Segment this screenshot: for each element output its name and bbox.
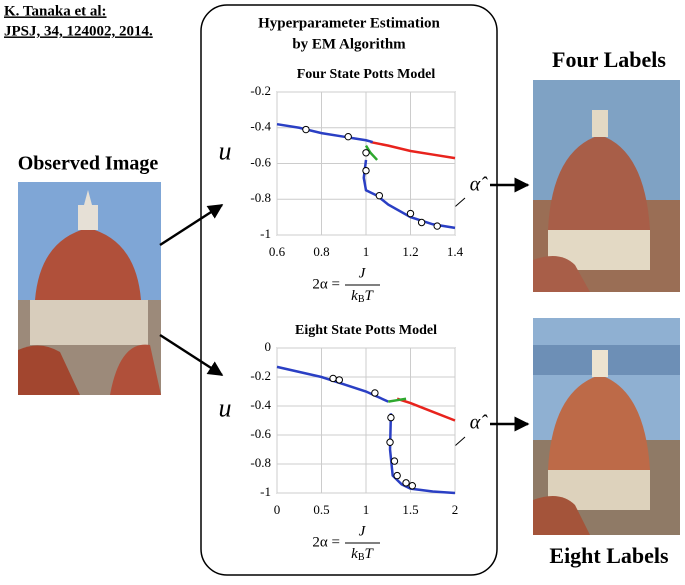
x-axis-label: T [365, 546, 375, 562]
annotation: α̂ [470, 412, 488, 434]
marker [376, 192, 382, 198]
marker [418, 219, 424, 225]
marker [363, 150, 369, 156]
y-tick-label: -0.4 [250, 397, 271, 412]
observed-label: Observed Image [18, 153, 159, 175]
y-tick-label: -0.8 [250, 455, 271, 470]
x-axis-label: J [359, 523, 367, 539]
four-label-image [533, 80, 680, 292]
chart-title: Eight State Potts Model [295, 323, 437, 338]
marker [363, 167, 369, 173]
x-tick-label: 1.4 [447, 244, 464, 259]
x-axis-label: kBT [351, 546, 374, 563]
x-tick-label: 0.5 [313, 502, 329, 517]
y-tick-label: -0.2 [250, 83, 271, 98]
x-tick-label: 1.2 [402, 244, 418, 259]
x-tick-label: 0.6 [269, 244, 286, 259]
author: K. Tanaka et al: [4, 3, 107, 19]
x-axis-label: J [359, 265, 367, 281]
x-axis-label: T [365, 288, 375, 304]
x-tick-label: 1 [363, 244, 370, 259]
y-axis-label: u [219, 136, 232, 165]
x-tick-label: 0 [274, 502, 281, 517]
annotation: α̂ [470, 174, 488, 196]
marker [387, 439, 393, 445]
marker [409, 483, 415, 489]
x-axis-label: 2α = [312, 534, 340, 550]
y-tick-label: -0.6 [250, 426, 271, 441]
marker [403, 480, 409, 486]
y-tick-label: -0.6 [250, 154, 271, 169]
marker [407, 210, 413, 216]
y-tick-label: -0.8 [250, 190, 271, 205]
figure: K. Tanaka et al: JPSJ, 34, 124002, 2014.… [0, 0, 685, 580]
box-title: by EM Algorithm [292, 36, 406, 52]
marker [345, 133, 351, 139]
marker [330, 375, 336, 381]
y-tick-label: -1 [260, 484, 271, 499]
y-tick-label: -1 [260, 226, 271, 241]
x-axis-label: kBT [351, 288, 374, 305]
y-axis-label: u [219, 393, 232, 422]
x-tick-label: 0.8 [313, 244, 329, 259]
marker [372, 390, 378, 396]
citation: JPSJ, 34, 124002, 2014. [4, 23, 153, 39]
result-label: Four Labels [552, 47, 666, 72]
y-tick-label: -0.2 [250, 368, 271, 383]
x-tick-label: 1.5 [402, 502, 418, 517]
marker [336, 377, 342, 383]
marker [391, 458, 397, 464]
x-tick-label: 2 [452, 502, 459, 517]
x-axis-label: 2α = [312, 276, 340, 292]
eight-label-image [533, 318, 680, 535]
result-label: Eight Labels [549, 543, 669, 568]
x-tick-label: 1 [363, 502, 370, 517]
marker [303, 126, 309, 132]
observed-image [18, 182, 161, 395]
y-tick-label: -0.4 [250, 119, 271, 134]
marker [434, 223, 440, 229]
marker [388, 414, 394, 420]
chart-title: Four State Potts Model [297, 67, 436, 82]
marker [394, 472, 400, 478]
y-tick-label: 0 [265, 339, 272, 354]
box-title: Hyperparameter Estimation [258, 15, 440, 31]
